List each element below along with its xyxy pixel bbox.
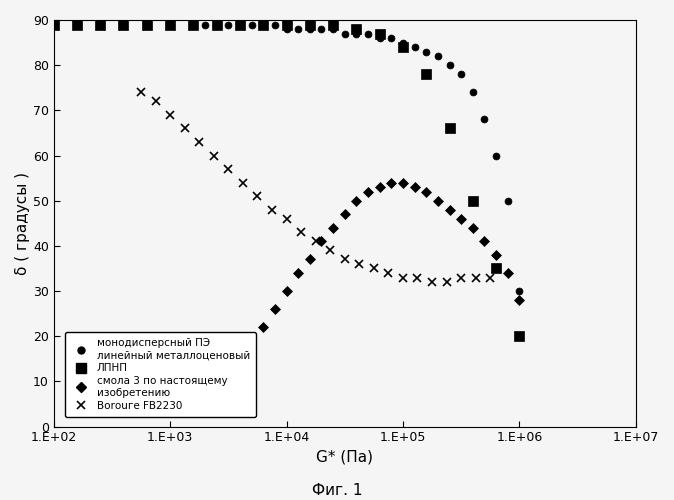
Text: Фиг. 1: Фиг. 1 <box>312 483 362 498</box>
X-axis label: G* (Па): G* (Па) <box>316 450 373 465</box>
Legend: монодисперсный ПЭ
линейный металлоценовый, ЛПНП, смола 3 по настоящему
изобретен: монодисперсный ПЭ линейный металлоценовы… <box>65 332 257 418</box>
Y-axis label: δ ( градусы ): δ ( градусы ) <box>15 172 30 275</box>
